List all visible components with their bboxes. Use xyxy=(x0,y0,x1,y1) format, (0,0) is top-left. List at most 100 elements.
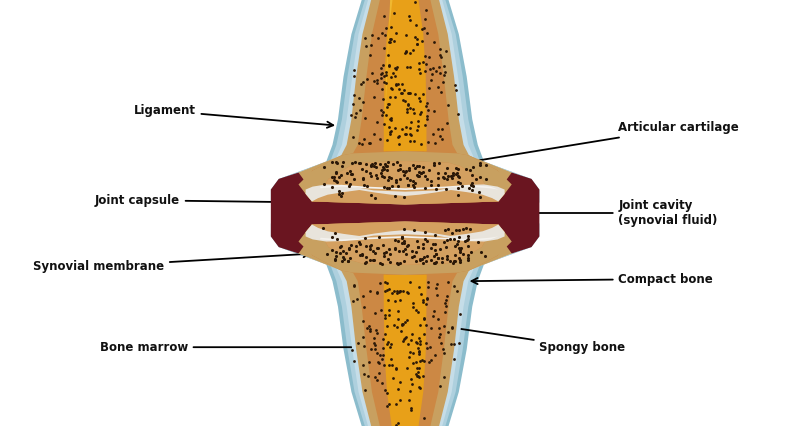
Point xyxy=(390,365,402,371)
Point xyxy=(337,255,350,262)
Point xyxy=(380,390,393,397)
Point xyxy=(403,13,416,20)
Point xyxy=(343,182,356,189)
Point xyxy=(363,328,376,334)
Point xyxy=(397,320,410,327)
Point xyxy=(394,165,406,172)
Point xyxy=(330,236,343,243)
Point xyxy=(453,226,466,233)
Point xyxy=(423,344,436,351)
Point xyxy=(454,259,466,265)
Point xyxy=(379,163,392,170)
Point xyxy=(427,162,440,169)
Point xyxy=(421,30,434,37)
Point xyxy=(466,171,478,178)
Point xyxy=(369,373,382,380)
Point xyxy=(426,64,439,71)
Point xyxy=(408,253,421,259)
Point xyxy=(411,244,424,251)
Point xyxy=(408,34,421,40)
Point xyxy=(317,225,330,232)
Point xyxy=(382,176,394,183)
Point xyxy=(458,238,471,245)
Point xyxy=(381,137,394,144)
Point xyxy=(390,287,403,294)
Point xyxy=(431,255,444,262)
Point xyxy=(386,161,399,168)
Point xyxy=(425,76,438,83)
Point xyxy=(417,296,430,303)
Point xyxy=(457,225,470,232)
Text: Bone marrow: Bone marrow xyxy=(100,341,387,354)
Point xyxy=(439,170,452,177)
Point xyxy=(380,112,393,119)
Point xyxy=(335,189,348,196)
Point xyxy=(384,251,397,258)
Point xyxy=(398,49,411,56)
Point xyxy=(420,340,433,346)
Point xyxy=(455,183,468,190)
Point xyxy=(375,173,388,180)
Point xyxy=(409,339,422,345)
Text: Joint capsule: Joint capsule xyxy=(95,194,302,207)
Point xyxy=(418,414,430,421)
Point xyxy=(383,400,396,407)
Point xyxy=(425,182,438,189)
Point xyxy=(415,291,428,298)
Point xyxy=(381,322,394,329)
Point xyxy=(440,293,453,299)
Point xyxy=(360,243,373,250)
Point xyxy=(382,245,395,252)
Point xyxy=(318,181,330,188)
Point xyxy=(408,164,421,171)
Point xyxy=(374,351,386,358)
Point xyxy=(385,127,398,134)
Point xyxy=(385,85,398,92)
Point xyxy=(412,65,425,72)
Point xyxy=(330,178,342,185)
Point xyxy=(402,102,414,109)
Point xyxy=(414,322,426,328)
Point xyxy=(442,226,455,233)
Point xyxy=(356,251,369,258)
Point xyxy=(360,43,373,49)
Point xyxy=(371,76,384,83)
Point xyxy=(370,349,383,356)
Point xyxy=(357,334,370,340)
Polygon shape xyxy=(384,0,426,151)
Point xyxy=(361,75,374,82)
Point xyxy=(474,248,487,255)
Point xyxy=(374,70,387,77)
Point xyxy=(358,303,370,310)
Point xyxy=(406,248,418,254)
Point xyxy=(399,335,412,342)
Point xyxy=(332,173,345,180)
Point xyxy=(388,245,401,252)
Point xyxy=(426,70,438,77)
Point xyxy=(416,241,429,248)
Point xyxy=(432,182,445,189)
Point xyxy=(454,311,466,317)
Point xyxy=(380,80,393,86)
Point xyxy=(394,327,407,334)
Point xyxy=(330,168,342,175)
Point xyxy=(396,322,409,328)
Point xyxy=(359,235,372,242)
Point xyxy=(436,126,449,133)
Point xyxy=(418,122,431,129)
Point xyxy=(428,39,441,46)
Point xyxy=(474,160,486,167)
Point xyxy=(382,51,394,58)
Point xyxy=(404,124,417,131)
Point xyxy=(365,32,378,39)
Point xyxy=(398,172,410,179)
Point xyxy=(392,167,405,174)
Point xyxy=(353,95,366,102)
Point xyxy=(377,336,390,343)
Point xyxy=(434,53,447,60)
Point xyxy=(402,89,415,96)
Point xyxy=(352,160,365,167)
Point xyxy=(408,179,421,186)
Point xyxy=(450,241,463,248)
Point xyxy=(399,98,412,105)
